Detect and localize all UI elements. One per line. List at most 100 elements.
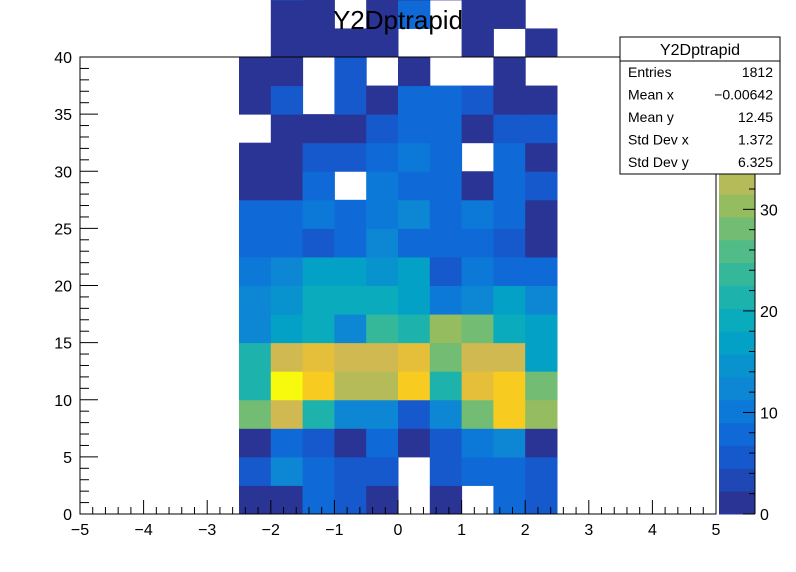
y-tick-label: 10 bbox=[54, 393, 72, 410]
heatmap-cell bbox=[429, 428, 463, 458]
stats-row-label: Std Dev y bbox=[628, 154, 689, 170]
palette-swatch bbox=[719, 331, 755, 355]
palette-swatch bbox=[719, 171, 755, 195]
heatmap-cell bbox=[239, 142, 272, 172]
heatmap-cell bbox=[493, 114, 526, 144]
heatmap-cell bbox=[239, 228, 272, 258]
heatmap-cell bbox=[398, 342, 431, 372]
heatmap-cell bbox=[429, 485, 463, 515]
heatmap-cell bbox=[239, 199, 272, 229]
heatmap-cell bbox=[302, 171, 335, 201]
heatmap-cell bbox=[525, 114, 558, 144]
heatmap-cell bbox=[302, 0, 335, 29]
heatmap-cell bbox=[302, 256, 335, 286]
stats-box-frame bbox=[619, 36, 781, 175]
heatmap-cell bbox=[270, 314, 304, 344]
heatmap-cell bbox=[366, 142, 399, 172]
heatmap-cell bbox=[366, 456, 399, 486]
heatmap-cell bbox=[302, 485, 335, 515]
heatmap-cell bbox=[493, 428, 526, 458]
palette-swatch bbox=[719, 194, 755, 218]
heatmap-cell bbox=[461, 371, 494, 401]
heatmap-cell bbox=[366, 399, 399, 429]
heatmap-cell bbox=[493, 142, 526, 172]
heatmap-cell bbox=[366, 371, 399, 401]
heatmap-cell bbox=[398, 428, 431, 458]
heatmap-cell bbox=[334, 314, 367, 344]
y-tick-label: 25 bbox=[54, 221, 72, 238]
heatmap-cell bbox=[334, 456, 367, 486]
y-tick-label: 20 bbox=[54, 279, 72, 296]
heatmap-cell bbox=[239, 371, 272, 401]
heatmap-cell bbox=[302, 456, 335, 486]
heatmap-cell bbox=[493, 399, 526, 429]
heatmap-cell bbox=[525, 85, 558, 115]
y-tick-label: 15 bbox=[54, 336, 72, 353]
heatmap-cell bbox=[366, 428, 399, 458]
heatmap-cell bbox=[302, 428, 335, 458]
heatmap-cell bbox=[398, 256, 431, 286]
heatmap-cell bbox=[525, 485, 558, 515]
y-tick-label: 0 bbox=[63, 507, 72, 524]
heatmap-cell bbox=[270, 428, 304, 458]
heatmap-cell bbox=[239, 171, 272, 201]
heatmap-cell bbox=[525, 28, 558, 58]
heatmap-cell bbox=[461, 114, 494, 144]
heatmap-cell bbox=[525, 399, 558, 429]
heatmap-cell bbox=[398, 314, 431, 344]
heatmap-cell bbox=[493, 0, 526, 29]
palette-tick-label: 0 bbox=[760, 507, 769, 524]
x-tick-label: 5 bbox=[712, 522, 721, 539]
y-tick-label: 30 bbox=[54, 164, 72, 181]
heatmap-cell bbox=[398, 57, 431, 87]
heatmap-cell bbox=[302, 28, 335, 58]
heatmap-cell bbox=[429, 399, 463, 429]
heatmap-cell bbox=[525, 428, 558, 458]
heatmap-cell bbox=[525, 342, 558, 372]
x-tick-label: −2 bbox=[262, 522, 280, 539]
heatmap-cell bbox=[493, 485, 526, 515]
stats-row-value: 1.372 bbox=[738, 132, 773, 148]
heatmap-cell bbox=[302, 314, 335, 344]
palette-swatch bbox=[719, 376, 755, 401]
x-tick-label: −1 bbox=[325, 522, 343, 539]
heatmap-cell bbox=[398, 199, 431, 229]
stats-box-title: Y2Dptrapid bbox=[660, 42, 740, 59]
heatmap-cell bbox=[270, 399, 304, 429]
heatmap-cell bbox=[366, 256, 399, 286]
x-tick-label: 2 bbox=[521, 522, 530, 539]
heatmap-cell bbox=[270, 28, 304, 58]
heatmap-cell bbox=[429, 228, 463, 258]
heatmap-cell bbox=[366, 199, 399, 229]
palette-tick-label: 10 bbox=[760, 405, 778, 422]
heatmap-cell bbox=[398, 142, 431, 172]
heatmap-cell bbox=[493, 228, 526, 258]
heatmap-cell bbox=[334, 199, 367, 229]
heatmap-cell bbox=[366, 28, 399, 58]
heatmap-cell bbox=[461, 0, 494, 29]
heatmap-cell bbox=[366, 0, 399, 29]
heatmap-cell bbox=[270, 171, 304, 201]
x-tick-label: −5 bbox=[71, 522, 89, 539]
heatmap-cell bbox=[270, 142, 304, 172]
y-tick-label: 5 bbox=[63, 450, 72, 467]
heatmap-cell bbox=[429, 85, 463, 115]
heatmap-cell bbox=[239, 285, 272, 315]
heatmap-cell bbox=[334, 485, 367, 515]
heatmap-cell bbox=[302, 285, 335, 315]
heatmap-cell bbox=[270, 0, 304, 29]
heatmap-cell bbox=[239, 456, 272, 486]
heatmap-cell bbox=[398, 114, 431, 144]
x-tick-label: 1 bbox=[457, 522, 466, 539]
heatmap-cell bbox=[429, 314, 463, 344]
heatmap-cell bbox=[270, 57, 304, 87]
heatmap-cell bbox=[239, 428, 272, 458]
heatmap-cell bbox=[334, 256, 367, 286]
heatmap-cell bbox=[461, 199, 494, 229]
heatmap-cell bbox=[334, 342, 367, 372]
heatmap-cell bbox=[270, 114, 304, 144]
heatmap-cell bbox=[525, 456, 558, 486]
heatmap-cell bbox=[302, 114, 335, 144]
stats-row-value: −0.00642 bbox=[714, 87, 773, 103]
